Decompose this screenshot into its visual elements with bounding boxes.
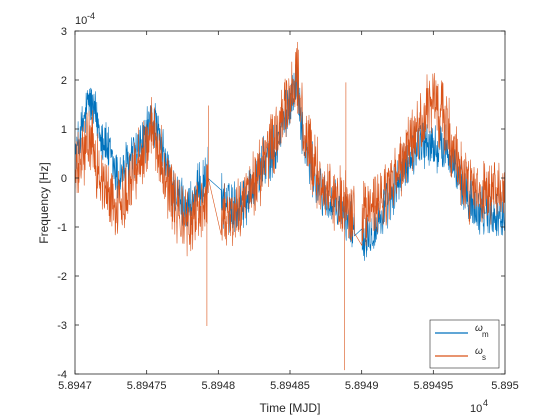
x-tick-label: 5.89475: [127, 380, 167, 392]
x-tick-label: 5.89495: [413, 380, 453, 392]
y-tick-label: 0: [61, 173, 67, 185]
y-tick-label: -3: [57, 320, 67, 332]
legend-box: [429, 319, 500, 369]
legend-label-omega-s: ω: [475, 346, 483, 357]
y-axis-label: Frequency [Hz]: [37, 162, 51, 243]
y-tick-label: -4: [57, 369, 67, 381]
y-exponent-base: 10: [75, 15, 87, 27]
y-tick-label: 3: [61, 26, 67, 38]
y-tick-label: 2: [61, 75, 67, 87]
legend-sub-omega-s: s: [482, 353, 486, 362]
x-exponent-base: 10: [470, 403, 482, 415]
x-axis-label: Time [MJD]: [260, 401, 321, 415]
y-exponent-power: -4: [87, 11, 95, 21]
x-tick-label: 5.8947: [58, 380, 92, 392]
y-tick-label: 1: [61, 124, 67, 136]
x-tick-label: 5.895: [491, 380, 519, 392]
legend-label-omega-m: ω: [475, 323, 483, 334]
x-tick-label: 5.8949: [345, 380, 379, 392]
y-tick-label: -1: [57, 222, 67, 234]
x-tick-label: 5.89485: [270, 380, 310, 392]
x-tick-label: 5.8948: [202, 380, 236, 392]
x-axis: 5.8947 5.89475 5.8948 5.89485 5.8949 5.89495 5…: [58, 31, 519, 392]
legend-sub-omega-m: m: [482, 330, 489, 339]
y-axis: -4 -3 -2 -1 0 1 2 3: [57, 26, 505, 381]
legend: ω m ω s: [429, 319, 500, 369]
series-line-omega-s: [75, 41, 505, 371]
x-exponent-power: 4: [483, 398, 488, 408]
series-layer: [75, 41, 505, 371]
y-tick-label: -2: [57, 271, 67, 283]
